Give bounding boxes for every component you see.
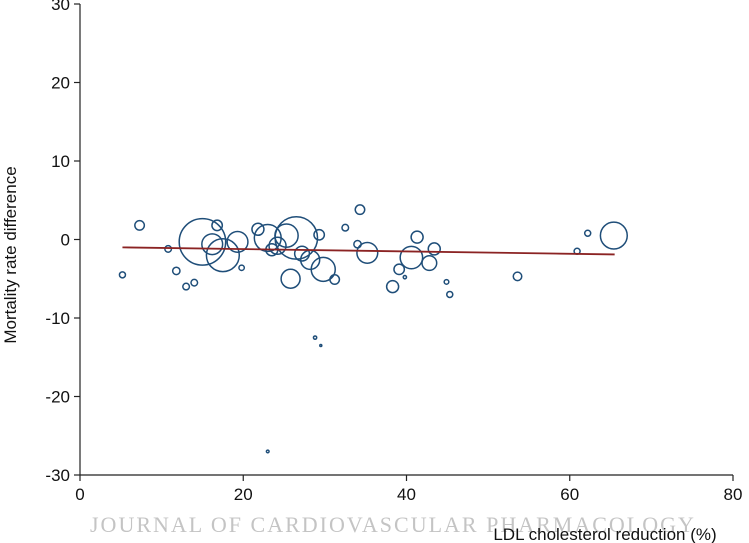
data-point-bubble xyxy=(118,271,127,279)
y-tick-label: -20 xyxy=(45,388,70,407)
data-point-bubble xyxy=(190,278,199,287)
data-point-bubble xyxy=(312,335,318,341)
data-point-bubble xyxy=(421,254,438,272)
data-point-bubble xyxy=(341,223,350,232)
y-tick-label: -30 xyxy=(45,466,70,485)
data-point-bubble xyxy=(226,230,249,253)
data-point-bubble xyxy=(385,279,400,294)
data-point-bubble xyxy=(427,242,442,256)
data-point-bubble xyxy=(512,271,523,282)
x-tick-label: 0 xyxy=(75,485,84,504)
data-point-bubble xyxy=(211,219,224,232)
data-point-bubble xyxy=(399,245,424,270)
data-points xyxy=(118,204,628,454)
data-point-bubble xyxy=(356,241,379,264)
data-point-bubble xyxy=(329,274,341,286)
data-point-bubble xyxy=(251,222,265,237)
y-tick-label: -10 xyxy=(45,309,70,328)
data-point-bubble xyxy=(182,282,191,291)
tick-marks: -30 -20 -10 0 10 20 30 0 20 40 60 80 xyxy=(45,0,742,504)
x-tick-label: 20 xyxy=(234,485,253,504)
data-point-bubble xyxy=(178,217,227,266)
y-tick-label: 10 xyxy=(51,152,70,171)
data-point-bubble xyxy=(238,264,246,272)
data-point-bubble xyxy=(265,449,270,454)
regression-line-group xyxy=(122,246,615,256)
x-tick-label: 80 xyxy=(724,485,743,504)
x-tick-label: 40 xyxy=(397,485,416,504)
data-point-bubble xyxy=(583,229,592,237)
data-point-bubble xyxy=(280,268,301,289)
data-point-bubble xyxy=(293,245,311,262)
data-point-bubble xyxy=(599,221,628,250)
data-point-bubble xyxy=(134,219,146,231)
data-point-bubble xyxy=(354,204,366,216)
data-point-bubble xyxy=(446,290,454,299)
journal-watermark: JOURNAL OF CARDIOVASCULAR PHARMACOLOGY xyxy=(90,512,696,537)
data-point-bubble xyxy=(319,343,323,348)
data-point-bubble xyxy=(268,236,287,256)
data-point-bubble xyxy=(171,266,181,276)
data-point-bubble xyxy=(313,228,326,241)
data-point-bubble xyxy=(353,239,362,249)
data-point-bubble xyxy=(310,256,336,283)
x-axis-title: LDL cholesterol reduction (%) xyxy=(493,525,716,543)
data-point-bubble xyxy=(201,233,224,256)
data-point-bubble xyxy=(410,230,424,244)
x-tick-label: 60 xyxy=(560,485,579,504)
regression-line xyxy=(122,246,615,256)
data-point-bubble xyxy=(443,278,450,285)
y-axis-title: Mortality rate difference xyxy=(1,166,20,343)
data-point-bubble xyxy=(205,238,241,273)
axes xyxy=(79,4,733,476)
y-tick-label: 30 xyxy=(51,0,70,14)
data-point-bubble xyxy=(393,263,406,276)
y-tick-label: 0 xyxy=(61,231,70,250)
y-tick-label: 20 xyxy=(51,74,70,93)
data-point-bubble xyxy=(402,274,408,280)
